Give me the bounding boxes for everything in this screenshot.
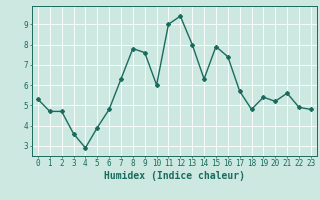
X-axis label: Humidex (Indice chaleur): Humidex (Indice chaleur) xyxy=(104,171,245,181)
